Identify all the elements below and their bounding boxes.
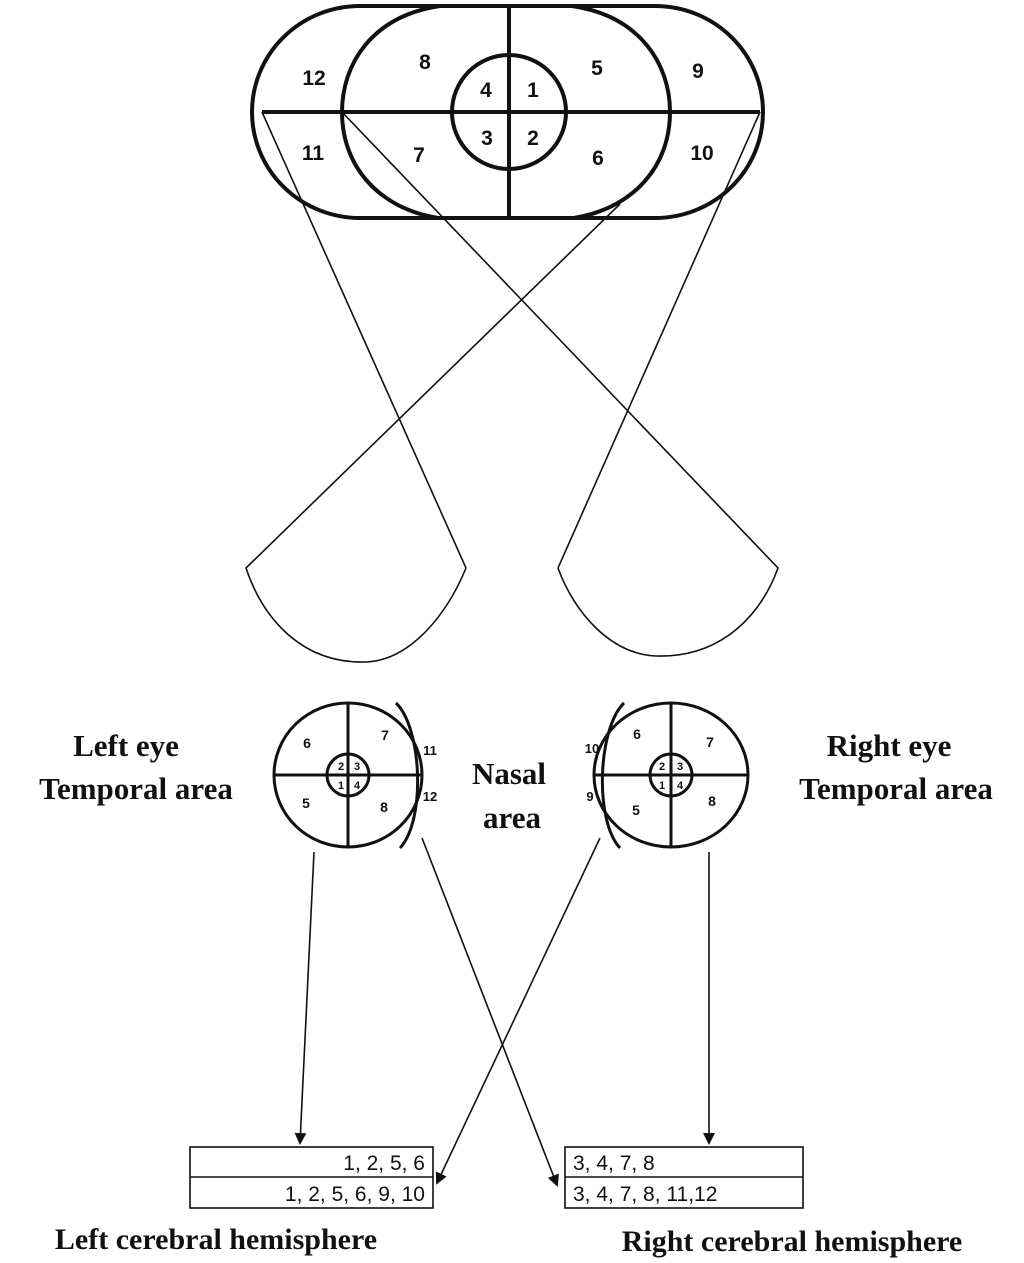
right-eye-center-2: 2 — [659, 761, 665, 773]
eye-labels: Left eye Temporal area Nasal area Right … — [39, 728, 993, 835]
left-eye-zone-11: 11 — [423, 743, 437, 758]
left-box-row-1: 1, 2, 5, 6 — [343, 1152, 425, 1175]
left-eye-zone-8: 8 — [380, 799, 388, 815]
left-eye-zone-6: 6 — [303, 735, 311, 751]
left-eye-to-left-hemisphere-arrow — [294, 851, 315, 1145]
left-eye-center-3: 3 — [354, 761, 360, 773]
right-box-row-1: 3, 4, 7, 8 — [573, 1152, 655, 1175]
right-box-row-2: 3, 4, 7, 8, 11,12 — [573, 1183, 717, 1206]
left-eye-zone-5: 5 — [302, 795, 310, 811]
visual-field-numbers: 12 8 4 1 5 9 11 7 3 2 6 10 — [302, 51, 714, 170]
right-eye-zone-6: 6 — [633, 726, 641, 742]
left-eye-center-2: 2 — [338, 761, 344, 773]
right-eye-center-3: 3 — [677, 761, 683, 773]
left-eye-retina — [272, 701, 424, 850]
left-eye-cone — [245, 111, 621, 663]
left-temporal-label: Temporal area — [39, 771, 233, 806]
right-hemisphere-label: Right cerebral hemisphere — [622, 1225, 963, 1258]
projection-lines — [245, 111, 779, 663]
right-eye-cone — [341, 111, 779, 657]
field-zone-11: 11 — [302, 142, 325, 165]
left-hemisphere-label: Left cerebral hemisphere — [55, 1223, 377, 1256]
field-zone-1: 1 — [527, 79, 539, 102]
left-hemisphere-box: 1, 2, 5, 6 1, 2, 5, 6, 9, 10 — [189, 1146, 434, 1209]
left-eye-center-4: 4 — [354, 780, 361, 792]
left-eye-label: Left eye — [73, 728, 179, 763]
right-eye-zone-9: 9 — [586, 789, 593, 804]
left-box-row-2: 1, 2, 5, 6, 9, 10 — [285, 1183, 425, 1206]
left-eye-center-1: 1 — [338, 780, 344, 792]
right-eye-center-4: 4 — [677, 780, 684, 792]
left-eye-zone-7: 7 — [381, 727, 389, 743]
left-eye-to-right-hemisphere-arrow — [421, 837, 559, 1187]
nasal-label: Nasal — [472, 756, 546, 791]
field-zone-6: 6 — [592, 147, 604, 170]
pathway-arrows — [294, 837, 715, 1187]
field-zone-7: 7 — [413, 144, 425, 167]
right-eye-zone-8: 8 — [708, 793, 716, 809]
field-zone-5: 5 — [591, 57, 603, 80]
field-zone-9: 9 — [692, 60, 704, 83]
field-zone-2: 2 — [527, 127, 539, 150]
right-eye-numbers: 10 6 7 9 5 8 2 3 1 4 — [585, 726, 716, 818]
right-eye-center-1: 1 — [659, 780, 665, 792]
left-eye-zone-12: 12 — [423, 789, 437, 804]
left-eye-numbers: 6 7 11 5 8 12 2 3 1 4 — [302, 727, 437, 815]
field-zone-4: 4 — [480, 79, 492, 102]
field-zone-12: 12 — [302, 67, 325, 90]
right-eye-zone-7: 7 — [706, 734, 714, 750]
right-hemisphere-box: 3, 4, 7, 8 3, 4, 7, 8, 11,12 — [564, 1146, 804, 1209]
visual-field-outline — [250, 4, 765, 220]
nasal-area-label: area — [483, 800, 541, 835]
field-zone-10: 10 — [690, 142, 713, 165]
right-eye-label: Right eye — [827, 728, 952, 763]
right-eye-zone-5: 5 — [632, 802, 640, 818]
field-zone-3: 3 — [481, 127, 493, 150]
field-zone-8: 8 — [419, 51, 431, 74]
right-eye-retina — [592, 701, 750, 850]
right-eye-zone-10: 10 — [585, 741, 599, 756]
visual-field — [250, 4, 765, 220]
right-eye-to-left-hemisphere-arrow — [435, 837, 601, 1185]
right-temporal-label: Temporal area — [799, 771, 993, 806]
